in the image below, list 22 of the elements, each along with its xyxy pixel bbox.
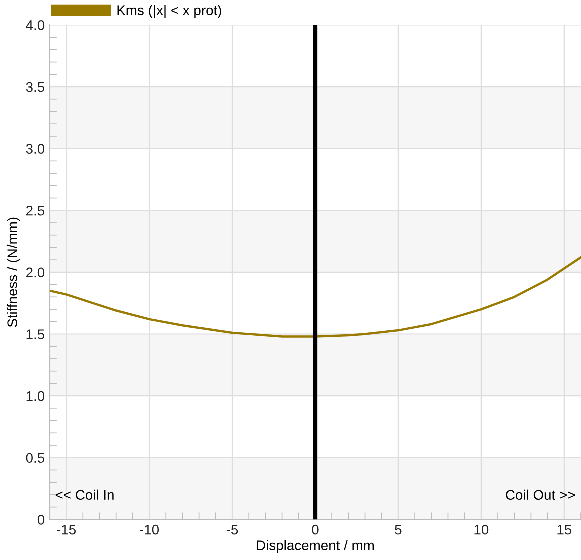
y-tick-label: 4.0 [26, 20, 45, 30]
y-tick-label: 2.0 [26, 268, 45, 278]
x-axis-title: Displacement / mm [257, 540, 374, 554]
y-axis-title: Stiffness / (N/mm) [7, 218, 20, 328]
y-tick-label: 0.5 [26, 453, 45, 464]
x-tick-label: 15 [558, 525, 572, 535]
x-tick-label: 0 [312, 524, 319, 535]
y-tick-label: 1.5 [26, 330, 45, 340]
line-series [50, 256, 581, 338]
y-tick-label: 3.0 [26, 144, 45, 154]
x-tick-label: -10 [140, 524, 160, 535]
y-tick-label: 1.0 [26, 391, 45, 402]
y-tick-label: 3.5 [26, 82, 45, 92]
annotation: << Coil In [56, 490, 114, 500]
x-tick-label: -5 [226, 525, 238, 535]
x-tick-label: 10 [474, 524, 489, 535]
x-tick-label: 5 [395, 525, 402, 535]
annotation: Coil Out >> [506, 490, 576, 500]
y-tick-label: 0 [38, 515, 45, 525]
x-tick-label: -15 [57, 525, 76, 535]
legend-label: Kms (|x| < x prot) [118, 5, 222, 18]
y-tick-label: 2.5 [26, 206, 45, 216]
